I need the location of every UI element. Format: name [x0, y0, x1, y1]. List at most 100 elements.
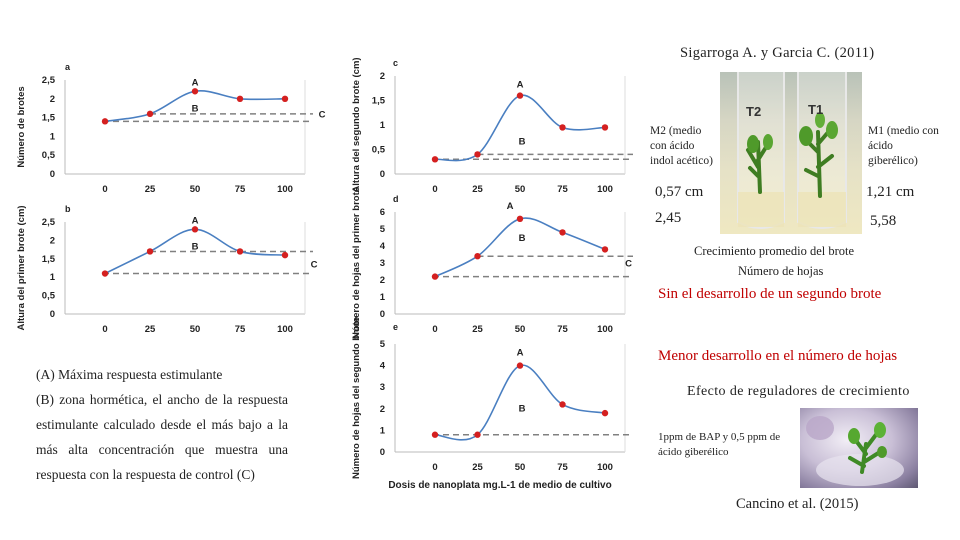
- data-point: [281, 95, 289, 102]
- chart-c: c 0 0,5 1 1,5 2 0 25 50 75 100 Altura del segundo b…: [351, 57, 633, 195]
- x-tick-label: 25: [472, 462, 483, 473]
- data-point: [559, 124, 566, 131]
- data-point: [474, 431, 481, 438]
- data-point: [431, 431, 439, 438]
- y-axis-label: Número de brotes: [16, 86, 27, 167]
- y-tick-label: 2: [50, 94, 55, 105]
- x-tick-label: 100: [277, 324, 293, 335]
- x-tick-label: 75: [235, 324, 246, 335]
- y-tick-label: 1,5: [372, 96, 386, 107]
- y-tick-label: 1,5: [42, 254, 56, 265]
- annotation-a: A: [192, 215, 199, 226]
- data-point: [559, 401, 566, 408]
- y-tick-label: 3: [380, 258, 385, 269]
- annotation-c: C: [319, 109, 326, 120]
- data-point: [236, 95, 244, 102]
- y-axis-label: Número de hojas del primer brote: [351, 187, 362, 339]
- annotation-c: C: [625, 259, 632, 270]
- y-tick-label: 0: [380, 309, 385, 320]
- x-tick-label: 0: [432, 184, 437, 195]
- panel-letter: a: [65, 62, 71, 72]
- y-tick-label: 1: [380, 292, 386, 303]
- plantlet-photo: [800, 408, 918, 488]
- legend-growth: Crecimiento promedio del brote: [694, 244, 855, 258]
- tube-label-right: T1: [808, 102, 824, 117]
- panel-letter: e: [393, 322, 398, 332]
- chart-b: b 0 0,5 1 1,5 2 2,5 0 25 50 75 100 Altura del primer…: [16, 204, 318, 335]
- plantlet-illustration: [806, 416, 904, 486]
- x-tick-label: 75: [235, 184, 246, 195]
- data-point: [559, 229, 566, 236]
- x-tick-label: 100: [277, 184, 293, 195]
- annotation-b: B: [192, 103, 199, 114]
- x-tick-label: 100: [597, 462, 613, 473]
- data-point: [516, 215, 524, 222]
- y-tick-label: 1: [380, 425, 386, 436]
- y-tick-label: 2: [380, 404, 385, 415]
- x-tick-label: 50: [515, 324, 526, 335]
- x-tick-label: 0: [102, 184, 107, 195]
- tube-label-left: T2: [746, 104, 762, 119]
- y-tick-label: 6: [380, 207, 385, 218]
- y-tick-label: 2: [380, 71, 385, 82]
- annotation-c: C: [311, 260, 318, 271]
- data-point: [146, 110, 154, 118]
- y-tick-label: 2: [50, 235, 55, 246]
- y-tick-label: 0,5: [372, 145, 386, 156]
- x-tick-label: 75: [557, 324, 568, 335]
- data-point: [191, 88, 199, 95]
- caption-a: (A) Máxima respuesta estimulante: [36, 367, 223, 382]
- x-axis-label: Dosis de nanoplata mg.L-1 de medio de cu…: [388, 480, 611, 491]
- y-tick-label: 5: [380, 339, 386, 350]
- x-tick-label: 0: [102, 324, 107, 335]
- tubes-illustration: [737, 72, 847, 229]
- annotation-a: A: [192, 77, 199, 88]
- x-tick-label: 50: [190, 324, 201, 335]
- y-tick-label: 0: [380, 447, 385, 458]
- x-tick-label: 0: [432, 324, 437, 335]
- annotation-b: B: [519, 233, 526, 244]
- y-tick-label: 1,5: [42, 113, 56, 124]
- x-tick-label: 25: [145, 184, 156, 195]
- label-m1: M1 (medio con ácido giberélico): [868, 125, 939, 167]
- data-point: [516, 362, 524, 369]
- panel-letter: b: [65, 204, 71, 214]
- annotation-a: A: [517, 348, 524, 359]
- chart-d: d 0 1 2 3 4 5 6 0 25 50 75 100 Número de hojas del pr…: [351, 187, 633, 339]
- panel-letter: d: [393, 194, 399, 204]
- y-tick-label: 0: [50, 169, 55, 180]
- y-tick-label: 1: [50, 272, 56, 283]
- y-tick-label: 2,5: [42, 217, 56, 228]
- y-tick-label: 4: [380, 241, 386, 252]
- x-tick-label: 100: [597, 184, 613, 195]
- y-tick-label: 2: [380, 275, 385, 286]
- value-m1-height: 1,21 cm: [866, 184, 915, 200]
- x-tick-label: 25: [472, 184, 483, 195]
- y-tick-label: 0: [50, 309, 55, 320]
- data-point: [101, 118, 109, 125]
- y-tick-label: 2,5: [42, 75, 56, 86]
- caption-b: (B) zona hormética, el ancho de la respu…: [36, 392, 288, 482]
- annotation-b: B: [192, 241, 199, 252]
- data-point: [601, 124, 609, 131]
- data-point: [601, 409, 609, 417]
- y-tick-label: 3: [380, 382, 385, 393]
- x-tick-label: 50: [515, 462, 526, 473]
- data-point: [601, 246, 609, 253]
- data-point: [516, 92, 524, 99]
- x-tick-label: 0: [432, 462, 437, 473]
- panel-letter: c: [393, 58, 398, 68]
- annotation-a: A: [517, 80, 524, 91]
- annotation-b: B: [519, 136, 526, 147]
- caption: (A) Máxima respuesta estimulante (B) zon…: [36, 362, 288, 487]
- y-tick-label: 1: [50, 131, 56, 142]
- data-point: [474, 151, 481, 158]
- data-point: [146, 248, 154, 255]
- data-point: [431, 156, 439, 163]
- data-point: [236, 248, 244, 255]
- x-tick-label: 50: [515, 184, 526, 195]
- label-m2: M2 (medio con ácido indol acético): [650, 125, 713, 167]
- legend-regulators: Efecto de reguladores de crecimiento: [687, 384, 910, 399]
- y-tick-label: 4: [380, 361, 386, 372]
